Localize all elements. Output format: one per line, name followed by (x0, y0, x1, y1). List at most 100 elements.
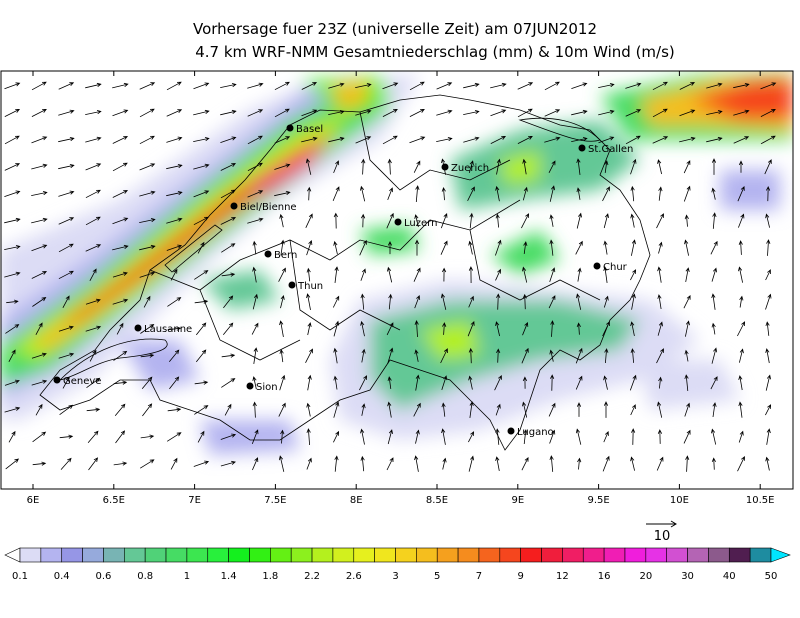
wind-arrow (193, 137, 210, 142)
wind-arrow (604, 348, 609, 364)
wind-arrow (8, 430, 16, 443)
wind-arrow (710, 376, 718, 390)
wind-arrow (521, 213, 530, 229)
wind-arrow (166, 191, 183, 197)
wind-arrow (684, 239, 689, 256)
colorbar-label: 20 (639, 571, 652, 582)
precip-area (200, 270, 280, 310)
wind-arrow (112, 298, 129, 305)
colorbar-label: 1.4 (221, 571, 237, 582)
wind-arrow (387, 266, 393, 283)
wind-arrow (683, 160, 691, 174)
wind-arrow (679, 109, 696, 117)
wind-arrow (166, 109, 183, 117)
wind-arrow (549, 429, 556, 444)
wind-arrow (274, 136, 291, 144)
wind-arrow (522, 158, 527, 175)
wind-arrow (113, 350, 128, 361)
colorbar-box (61, 547, 83, 563)
wind-arrow (630, 321, 635, 336)
wind-arrow (765, 374, 771, 391)
wind-arrow (306, 240, 313, 256)
wind-arrow (604, 160, 609, 173)
x-tick-label: 10E (670, 495, 689, 506)
wind-arrow (711, 457, 716, 470)
colorbar-box (728, 547, 751, 563)
colorbar-box (353, 547, 375, 563)
colorbar-box (332, 547, 355, 563)
wind-arrow (58, 352, 75, 359)
wind-arrow (333, 347, 338, 364)
city-label: Zuerich (451, 163, 489, 174)
wind-arrow (360, 320, 365, 337)
wind-arrow (598, 136, 615, 144)
wind-arrow (85, 216, 101, 226)
wind-arrow (142, 403, 153, 417)
colorbar-label: 50 (765, 571, 778, 582)
wind-arrow (760, 108, 776, 117)
wind-arrow (656, 456, 664, 471)
wind-arrow (495, 268, 501, 281)
wind-arrow (85, 244, 102, 252)
wind-arrow (436, 137, 453, 142)
wind-arrow (658, 376, 663, 389)
city-label: Sion (256, 382, 278, 393)
wind-arrow (220, 433, 237, 440)
precipitation-field (1, 71, 793, 455)
wind-arrow (59, 404, 74, 416)
colorbar-label: 1 (184, 571, 190, 582)
wind-arrow (522, 321, 529, 336)
wind-arrow (306, 457, 312, 470)
colorbar-box (374, 547, 396, 563)
wind-arrow (170, 268, 178, 281)
wind-arrow (760, 82, 777, 90)
wind-arrow (359, 239, 367, 256)
colorbar-box (436, 547, 459, 563)
wind-arrow (711, 187, 716, 200)
wind-arrow (711, 158, 717, 175)
wind-arrow (195, 322, 207, 336)
x-tick-label: 8E (350, 495, 363, 506)
wind-arrow (765, 213, 770, 228)
wind-arrow (32, 296, 47, 307)
colorbar-label: 0.4 (54, 571, 70, 582)
wind-arrow (333, 430, 339, 443)
wind-arrow (113, 380, 128, 385)
wind-arrow (387, 401, 392, 418)
wind-arrow (4, 271, 21, 278)
wind-arrow (382, 82, 399, 90)
wind-arrow (765, 404, 772, 416)
wind-arrow (765, 456, 770, 471)
colorbar-box (290, 547, 313, 563)
title-line1: Vorhersage fuer 23Z (universelle Zeit) a… (193, 20, 597, 38)
colorbar-label: 0.6 (95, 571, 111, 582)
wind-arrow (737, 455, 745, 472)
wind-arrow (115, 430, 126, 444)
wind-arrow (301, 109, 318, 117)
wind-arrow (220, 189, 236, 199)
wind-arrow (468, 240, 473, 255)
wind-arrow (409, 108, 425, 117)
wind-arrow (521, 456, 529, 471)
wind-arrow (387, 429, 393, 445)
wind-arrow (333, 240, 338, 255)
wind-arrow (576, 187, 581, 200)
wind-arrow (603, 240, 608, 255)
wind-arrow (88, 457, 99, 471)
wind-arrow (738, 213, 745, 228)
colorbar-label: 5 (434, 571, 440, 582)
wind-arrow (193, 190, 210, 198)
wind-arrow (737, 321, 746, 337)
wind-arrow (222, 322, 234, 336)
wind-arrow (575, 240, 583, 255)
wind-scale-label: 10 (654, 529, 671, 544)
wind-arrow (684, 402, 691, 417)
wind-arrow (495, 213, 500, 228)
wind-arrow (733, 109, 750, 116)
colorbar-box (103, 547, 125, 563)
precip-area (330, 80, 370, 110)
wind-arrow (603, 213, 609, 229)
wind-arrow (252, 457, 259, 471)
wind-arrow (495, 321, 500, 337)
wind-arrow (301, 136, 318, 143)
